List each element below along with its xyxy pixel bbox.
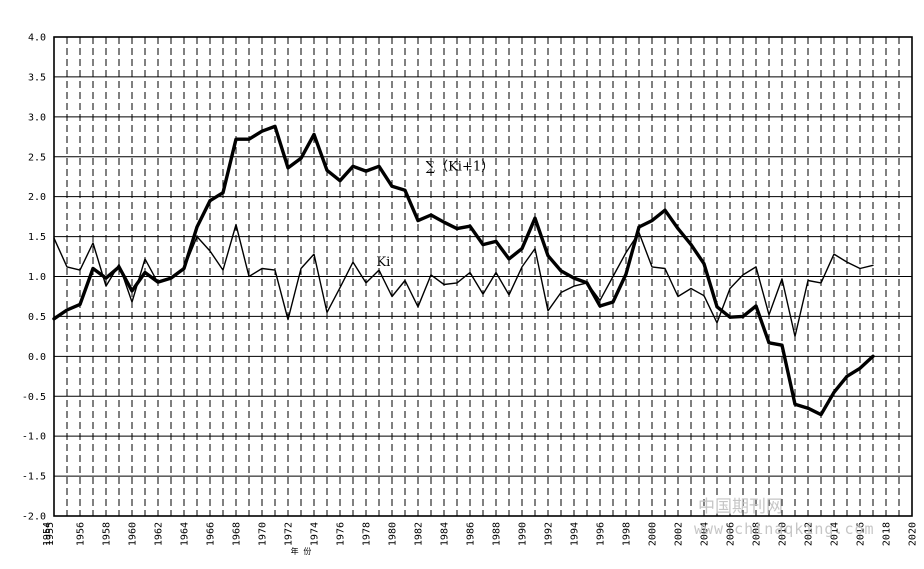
y-axis-tick-labels: 4.0 3.5 3.0 2.5 2.0 1.5 1.0 0.5 0.0 -0.5 -1.0 -1.5 -…	[22, 33, 46, 523]
series-layer	[52, 124, 875, 417]
x-tick-label: 2008	[752, 522, 763, 546]
watermark-text-cn: 中国期刊网	[698, 497, 783, 517]
x-tick-label: 1962	[154, 522, 165, 546]
x-tick-label: 2020	[908, 522, 919, 546]
x-tick-label: 1974	[310, 522, 321, 546]
x-tick-label: 1986	[466, 522, 477, 546]
x-tick-label: 2016	[856, 522, 867, 546]
x-tick-label: 2012	[804, 522, 815, 546]
x-tick-label: 1970	[258, 522, 269, 546]
y-tick-label: 1.0	[28, 272, 46, 283]
x-tick-label: 2014	[830, 522, 841, 546]
y-tick-label: -2.0	[22, 512, 46, 523]
x-tick-label: 1960	[128, 522, 139, 546]
y-tick-label: 3.5	[28, 72, 46, 83]
series-line-cumulative-ki	[52, 124, 875, 417]
x-start-label: 1955	[45, 522, 56, 546]
x-tick-label: 2000	[648, 522, 659, 546]
y-tick-label: 0.0	[28, 352, 46, 363]
x-tick-label: 1968	[232, 522, 243, 546]
x-tick-label: 1996	[596, 522, 607, 546]
y-tick-label: 0.5	[28, 312, 46, 323]
x-tick-label: 2004	[700, 522, 711, 546]
x-tick-label: 1976	[336, 522, 347, 546]
x-tick-label: 1982	[414, 522, 425, 546]
x-tick-label: 1972	[284, 522, 295, 546]
y-tick-label: -1.0	[22, 432, 46, 443]
x-tick-label: 1990	[518, 522, 529, 546]
x-tick-label: 1964	[180, 522, 191, 546]
x-tick-label: 1992	[544, 522, 555, 546]
x-tick-label: 2010	[778, 522, 789, 546]
x-tick-label: 2002	[674, 522, 685, 546]
y-tick-label: -0.5	[22, 392, 46, 403]
y-tick-label: 2.5	[28, 152, 46, 163]
x-tick-label: 1978	[362, 522, 373, 546]
y-tick-label: 3.0	[28, 112, 46, 123]
y-tick-label: 2.0	[28, 192, 46, 203]
x-tick-label: 1994	[570, 522, 581, 546]
plot-area-border	[53, 36, 913, 517]
x-tick-label: 1988	[492, 522, 503, 546]
x-tick-label: 1958	[102, 522, 113, 546]
x-start-label: 1954	[42, 522, 53, 546]
x-tick-label: 1966	[206, 522, 217, 546]
x-axis-tick-labels: 1956 1958 1960 1962 1964 1966 1968 1970 1972 1974…	[76, 522, 919, 546]
annotation-ki: Ki	[376, 255, 390, 270]
x-axis-label: 年 份	[291, 546, 312, 556]
annotations: ∑（Ki+1） Ki	[376, 159, 494, 270]
series-line-ki	[53, 223, 874, 338]
x-tick-label: 1956	[76, 522, 87, 546]
x-tick-label: 2018	[882, 522, 893, 546]
y-tick-label: -1.5	[22, 472, 46, 483]
x-tick-label: 1980	[388, 522, 399, 546]
annotation-cumulative-ki: ∑（Ki+1）	[426, 159, 494, 174]
x-tick-label: 1984	[440, 522, 451, 546]
y-tick-label: 4.0	[28, 33, 46, 44]
watermark-text-url: www.chinaqking.com	[694, 520, 875, 538]
x-tick-label: 2006	[726, 522, 737, 546]
x-tick-label: 1998	[622, 522, 633, 546]
y-tick-label: 1.5	[28, 232, 46, 243]
x-gridlines	[66, 37, 900, 516]
